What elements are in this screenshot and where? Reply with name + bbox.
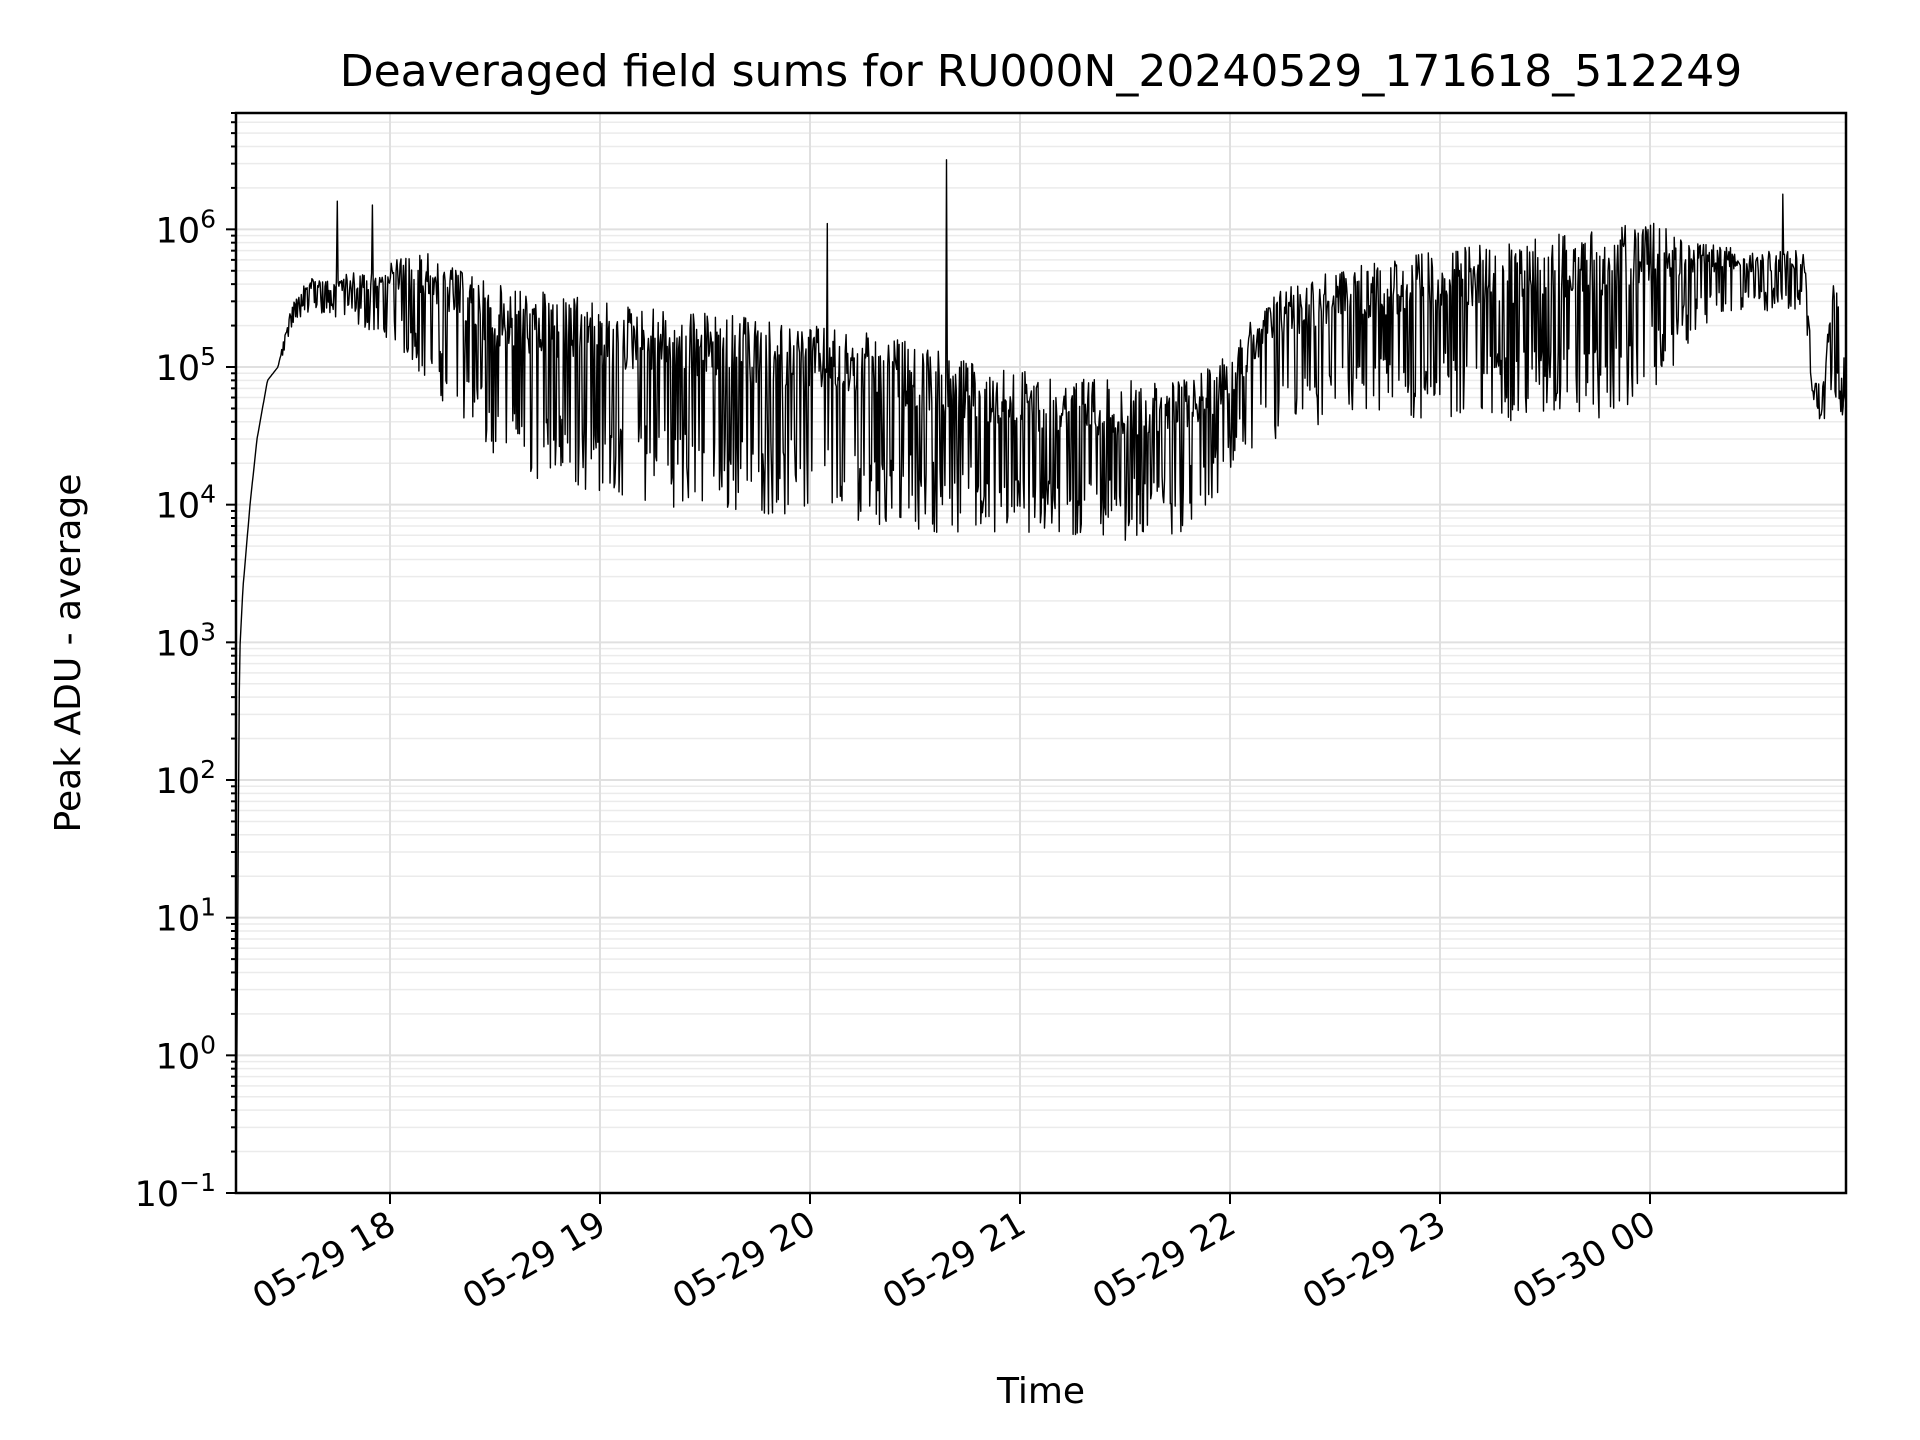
series-line bbox=[235, 159, 1847, 1194]
x-tick-label: 05-29 21 bbox=[876, 1204, 1032, 1317]
x-tick-label: 05-29 22 bbox=[1086, 1204, 1242, 1317]
x-axis-label: Time bbox=[996, 1371, 1085, 1412]
x-tick-label: 05-29 19 bbox=[456, 1204, 612, 1317]
series-layer bbox=[235, 159, 1847, 1194]
y-tick-label: 105 bbox=[156, 342, 216, 389]
x-tick-label: 05-30 00 bbox=[1506, 1204, 1662, 1317]
x-tick-label: 05-29 23 bbox=[1296, 1204, 1452, 1317]
x-tick-label: 05-29 20 bbox=[666, 1204, 822, 1317]
y-tick-label: 101 bbox=[156, 893, 216, 940]
y-tick-label: 103 bbox=[156, 617, 216, 664]
y-tick-label: 102 bbox=[156, 755, 216, 802]
chart-title: Deaveraged field sums for RU000N_2024052… bbox=[340, 46, 1743, 97]
y-tick-label: 100 bbox=[156, 1030, 216, 1077]
y-tick-label: 104 bbox=[156, 480, 216, 527]
y-tick-label: 106 bbox=[156, 204, 216, 251]
x-tick-label: 05-29 18 bbox=[246, 1204, 402, 1317]
plot-frame bbox=[234, 111, 1848, 1195]
y-axis-label: Peak ADU - average bbox=[48, 474, 89, 833]
tick-marks bbox=[226, 112, 1651, 1204]
y-tick-label: 10−1 bbox=[135, 1168, 216, 1215]
grid-lines bbox=[236, 112, 1846, 1194]
